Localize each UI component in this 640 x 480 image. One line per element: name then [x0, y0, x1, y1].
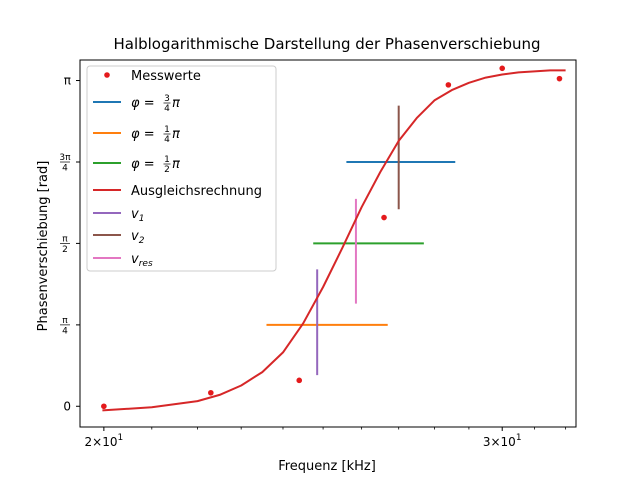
- legend-frac-den: 4: [164, 135, 170, 145]
- y-tick-label: 3π: [59, 153, 71, 163]
- data-point: [296, 377, 303, 384]
- legend-label: φ =: [131, 96, 155, 111]
- data-point: [445, 82, 452, 88]
- plot-content: [101, 65, 566, 412]
- data-point: [556, 75, 563, 82]
- data-point: [499, 65, 506, 72]
- legend-frac-den: 2: [164, 165, 170, 175]
- plot-area: [101, 65, 566, 412]
- legend-label: vres: [131, 252, 153, 269]
- legend-entry-phi-0: φ = 34 π: [93, 94, 180, 114]
- chart-title: Halblogarithmische Darstellung der Phase…: [113, 35, 540, 53]
- y-tick-label: 2: [62, 245, 68, 255]
- fit-curve: [102, 69, 566, 412]
- y-tick-label: 4: [62, 326, 68, 336]
- y-axis-label: Phasenverschiebung [rad]: [36, 161, 51, 332]
- legend-label: v1: [131, 207, 144, 224]
- x-axis-label: Frequenz [kHz]: [278, 459, 376, 474]
- legend-frac-num: 1: [164, 125, 170, 135]
- x-tick-label: 2×101: [85, 433, 124, 449]
- legend-entry-v-1: v2: [93, 229, 145, 246]
- data-point: [381, 214, 387, 221]
- legend-entry-fit: Ausgleichsrechnung: [93, 184, 262, 199]
- legend-entry-v-2: vres: [93, 252, 153, 269]
- legend-entry-messwerte: Messwerte: [104, 69, 201, 84]
- legend-label-tail: π: [172, 157, 180, 172]
- legend-entry-phi-2: φ = 12 π: [93, 155, 180, 175]
- legend-frac-den: 4: [164, 104, 170, 114]
- legend-label-tail: π: [172, 127, 180, 142]
- legend-label: v2: [131, 229, 145, 246]
- x-tick-label: 3×101: [483, 433, 522, 449]
- data-point: [101, 403, 107, 410]
- legend-label-tail: π: [172, 96, 180, 111]
- legend-label: Messwerte: [131, 69, 201, 84]
- legend-box: [86, 65, 277, 272]
- legend-frac-num: 3: [164, 94, 170, 104]
- legend-label: φ =: [131, 157, 155, 172]
- y-tick-label: π: [64, 74, 71, 88]
- legend-entry-phi-1: φ = 14 π: [93, 125, 180, 145]
- y-tick-label: 4: [62, 164, 68, 174]
- legend-frac-num: 1: [164, 155, 170, 165]
- y-tick-label: π: [62, 316, 68, 326]
- legend-label: φ =: [131, 127, 155, 142]
- legend-marker: [104, 72, 110, 78]
- y-tick-label: 0: [63, 399, 71, 413]
- data-point: [208, 389, 214, 396]
- legend-label: Ausgleichsrechnung: [131, 184, 262, 199]
- legend-entry-v-0: v1: [93, 207, 144, 224]
- y-tick-label: π: [62, 234, 68, 244]
